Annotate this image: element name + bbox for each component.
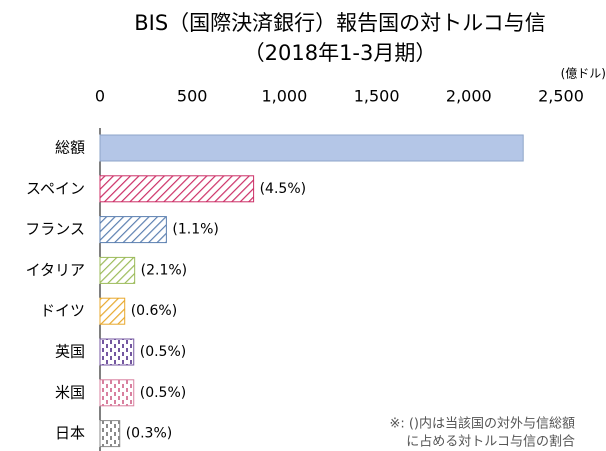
bar	[99, 134, 524, 162]
bar	[99, 379, 135, 407]
data-label: (0.5%)	[140, 344, 187, 360]
y-tick-label: ドイツ	[40, 302, 85, 320]
chart-subtitle: （2018年1-3月期）	[244, 41, 437, 65]
data-label: (2.1%)	[141, 262, 188, 278]
data-label: (0.3%)	[126, 426, 173, 442]
x-tick-label: 2,500	[538, 87, 584, 106]
y-tick-label: スペイン	[26, 179, 85, 197]
y-tick-label: 米国	[55, 383, 85, 401]
x-tick-label: 0	[95, 87, 105, 106]
bar	[99, 297, 126, 325]
chart-title: BIS（国際決済銀行）報告国の対トルコ与信	[134, 11, 546, 35]
unit-label: (億ドル)	[561, 67, 606, 81]
data-label: (0.6%)	[131, 303, 178, 319]
data-label: (0.5%)	[140, 385, 187, 401]
x-tick-label: 2,000	[446, 87, 492, 106]
bar	[99, 420, 121, 448]
bar	[99, 256, 136, 284]
y-tick-label: イタリア	[26, 261, 85, 279]
y-tick-label: 総額	[55, 139, 85, 157]
bar	[99, 338, 135, 366]
bar	[99, 216, 167, 244]
data-label: (1.1%)	[172, 222, 219, 238]
y-tick-label: 英国	[55, 343, 85, 361]
x-tick-label: 500	[177, 87, 208, 106]
y-tick-label: フランス	[25, 220, 85, 238]
x-tick-label: 1,500	[354, 87, 400, 106]
data-label: (4.5%)	[260, 181, 307, 197]
x-tick-label: 1,000	[261, 87, 307, 106]
y-tick-label: 日本	[55, 424, 85, 442]
bar	[99, 175, 255, 203]
note: ※: ()内は当該国の対外与信総額	[389, 416, 575, 432]
note: に占める対トルコ与信の割合	[406, 434, 575, 450]
